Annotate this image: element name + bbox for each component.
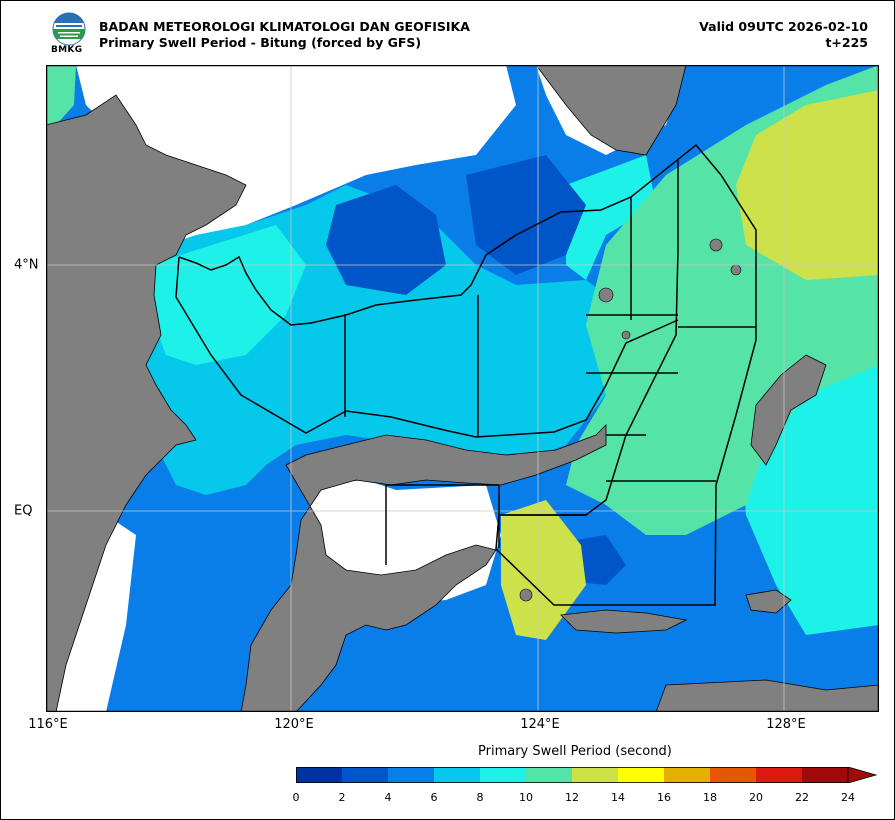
colorbar-tick-label: 8: [476, 791, 484, 804]
lon-label-124e: 124°E: [520, 717, 560, 732]
lat-label-4n: 4°N: [14, 257, 39, 273]
colorbar-tick-label: 16: [657, 791, 671, 804]
colorbar-tick-label: 0: [292, 791, 300, 804]
island-5: [519, 588, 533, 602]
colorbar: [296, 767, 878, 783]
colorbar-segment: [664, 767, 710, 783]
colorbar-tick-label: 4: [384, 791, 392, 804]
colorbar-tick-label: 20: [749, 791, 763, 804]
map-border: [46, 65, 879, 712]
colorbar-segment: [434, 767, 480, 783]
colorbar-tick-label: 22: [795, 791, 809, 804]
colorbar-tick-label: 18: [703, 791, 717, 804]
land-seram: [655, 679, 879, 712]
valid-time: Valid 09UTC 2026-02-10: [699, 19, 868, 34]
colorbar-tick-label: 2: [338, 791, 346, 804]
lon-label-128e: 128°E: [766, 717, 806, 732]
lat-label-eq: EQ: [14, 503, 33, 519]
colorbar-tick-label: 24: [841, 791, 855, 804]
band-2-4s-b: [466, 155, 586, 275]
colorbar-segment: [388, 767, 434, 783]
bmkg-logo: [52, 12, 86, 46]
colorbar-segment: [342, 767, 388, 783]
island-2: [709, 238, 723, 252]
colorbar-tick-label: 6: [430, 791, 438, 804]
band-2-4s-a: [326, 185, 446, 295]
colorbar-tick-label: 14: [611, 791, 625, 804]
band-8-10s-east: [566, 155, 656, 280]
land-sula: [560, 609, 688, 634]
colorbar-border: [296, 767, 849, 783]
lon-label-116e: 116°E: [28, 717, 68, 732]
forecast-lead: t+225: [825, 35, 868, 50]
product-title: Primary Swell Period - Bitung (forced by…: [99, 35, 422, 50]
island-4: [621, 330, 631, 340]
land-borneo: [46, 94, 247, 712]
logo-label: BMKG: [51, 45, 83, 55]
land-mindanao: [535, 65, 687, 156]
lon-label-120e: 120°E: [274, 717, 314, 732]
colorbar-segment: [526, 767, 572, 783]
colorbar-segment: [296, 767, 342, 783]
band-12-14s-ne: [736, 90, 879, 280]
agency-title: BADAN METEOROLOGI KLIMATOLOGI DAN GEOFIS…: [99, 19, 470, 34]
band-10-12s-nw: [46, 65, 76, 125]
colorbar-segment: [756, 767, 802, 783]
graticule: [46, 65, 879, 712]
colorbar-extend-arrow: [847, 767, 878, 783]
swell-period-map: [46, 65, 879, 712]
land-obi: [745, 589, 792, 614]
colorbar-segment: [618, 767, 664, 783]
island-3: [730, 264, 742, 276]
island-1: [598, 287, 614, 303]
colorbar-segment: [802, 767, 848, 783]
colorbar-segment: [480, 767, 526, 783]
colorbar-tick-label: 10: [519, 791, 533, 804]
land-halmahera: [750, 354, 827, 466]
colorbar-segment: [710, 767, 756, 783]
colorbar-segment: [572, 767, 618, 783]
land-sulawesi: [240, 424, 607, 712]
colorbar-title: Primary Swell Period (second): [478, 744, 672, 759]
colorbar-tick-label: 12: [565, 791, 579, 804]
forecast-zones: [175, 143, 757, 606]
